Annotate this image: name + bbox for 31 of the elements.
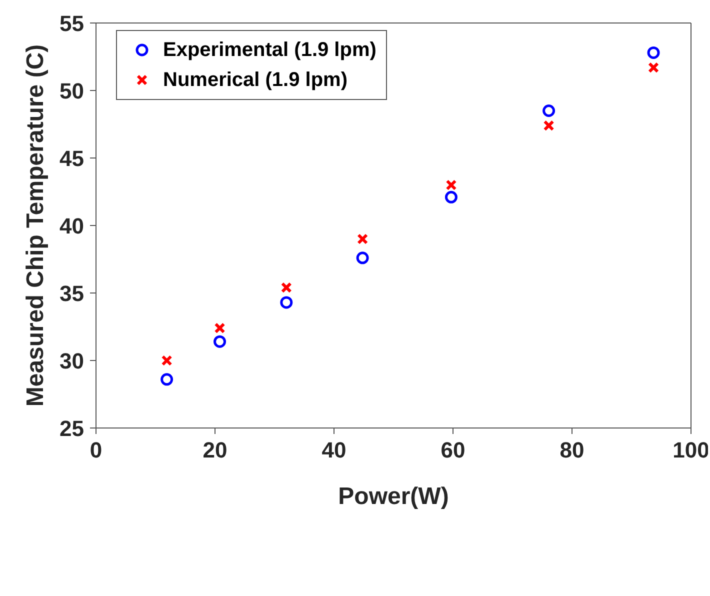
point — [543, 120, 554, 132]
x-tick-label: 20 — [202, 438, 228, 463]
y-tick-label: 35 — [60, 280, 84, 306]
legend-label: Numerical (1.9 lpm) — [163, 68, 348, 92]
y-tick-label: 25 — [60, 416, 84, 441]
y-tick-label: 30 — [60, 348, 84, 374]
x-axis-title: Power(W) — [338, 483, 449, 510]
y-tick-label: 40 — [60, 213, 84, 238]
y-tick-label: 45 — [60, 146, 84, 171]
legend-label: Experimental (1.9 lpm) — [163, 38, 376, 62]
point — [542, 104, 556, 117]
x-tick-label: 100 — [672, 438, 710, 463]
y-tick-label: 55 — [60, 10, 84, 36]
point — [280, 296, 293, 309]
point — [647, 46, 660, 59]
point — [648, 62, 660, 74]
x-tick-label: 80 — [560, 438, 584, 463]
point — [214, 335, 226, 348]
point — [214, 322, 226, 334]
point — [280, 282, 292, 294]
point — [161, 355, 172, 366]
x-tick-label: 0 — [90, 438, 102, 463]
point — [446, 180, 457, 190]
x-tick-label: 40 — [322, 438, 346, 463]
point — [444, 190, 458, 204]
point — [160, 373, 174, 386]
point — [356, 252, 369, 264]
y-axis-title: Measured Chip Temperature (C) — [22, 44, 49, 407]
y-tick-label: 50 — [60, 78, 84, 104]
point — [357, 234, 368, 244]
x-tick-label: 60 — [440, 438, 466, 463]
